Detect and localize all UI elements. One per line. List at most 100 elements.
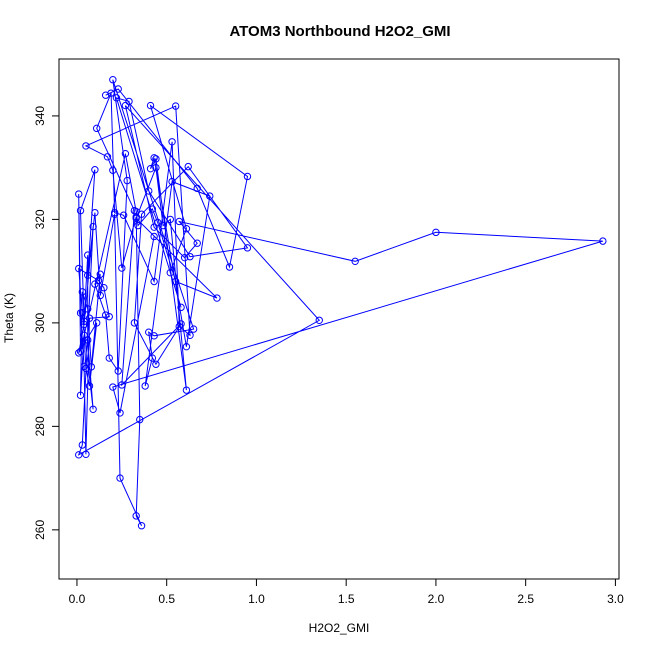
data-point [91, 280, 99, 288]
x-tick-label: 0.0 [69, 592, 86, 606]
data-point [121, 101, 130, 110]
data-point [182, 342, 191, 351]
data-point [84, 271, 92, 279]
data-point [141, 382, 149, 390]
data-point [177, 303, 185, 312]
data-point [184, 162, 192, 171]
data-point [166, 215, 174, 224]
data-point [103, 153, 112, 161]
y-tick-label: 260 [33, 520, 47, 540]
data-point [193, 184, 201, 193]
data-point [206, 192, 214, 200]
x-tick-label: 2.5 [517, 592, 534, 606]
data-point [180, 253, 189, 262]
data-point [76, 391, 85, 400]
data-point [109, 166, 117, 174]
data-point [75, 349, 83, 357]
data-point [87, 363, 96, 371]
data-point [123, 176, 131, 185]
data-point [92, 319, 101, 327]
data-point [92, 124, 101, 133]
data-point [78, 441, 87, 449]
data-point [146, 164, 155, 173]
data-point [80, 320, 88, 329]
x-tick-label: 0.5 [158, 592, 175, 606]
data-point [213, 294, 221, 302]
data-point [193, 239, 201, 247]
x-tick-label: 3.0 [607, 592, 624, 606]
data-point [186, 252, 194, 261]
data-point [599, 237, 607, 245]
data-point [225, 263, 234, 271]
data-point [145, 328, 153, 336]
data-point [116, 409, 124, 417]
data-point [96, 270, 104, 278]
data-point [121, 149, 130, 158]
data-point [132, 512, 140, 520]
data-point [110, 210, 119, 218]
data-point [78, 288, 87, 296]
data-point [125, 97, 133, 106]
data-point [109, 383, 117, 391]
series-layer [75, 75, 607, 530]
x-tick-label: 1.5 [338, 592, 355, 606]
data-point [182, 225, 191, 233]
data-point [80, 317, 88, 326]
data-point [130, 319, 139, 327]
chart-title: ATOM3 Northbound H2O2_GMI [229, 23, 450, 40]
data-point [112, 94, 121, 102]
data-point [171, 277, 180, 286]
data-point [91, 208, 99, 217]
y-axis: 260 280 300 320 340 [33, 106, 60, 540]
data-point [85, 314, 94, 322]
data-point [89, 405, 97, 413]
data-point [119, 211, 128, 219]
data-point [150, 232, 158, 241]
data-point [84, 305, 92, 313]
y-tick-label: 280 [33, 416, 47, 436]
series-line [77, 79, 603, 526]
data-point [152, 155, 160, 163]
data-point [82, 142, 90, 150]
data-point [76, 206, 85, 215]
data-point [432, 228, 440, 237]
data-point [75, 264, 83, 273]
data-point [168, 138, 176, 146]
data-point [114, 85, 122, 93]
data-point [243, 244, 252, 252]
data-point [150, 154, 158, 162]
data-point [132, 214, 140, 223]
data-point [148, 205, 157, 213]
data-point [114, 367, 122, 375]
data-point [89, 222, 97, 231]
data-point [152, 163, 160, 172]
data-point [76, 347, 85, 356]
data-point [80, 362, 88, 371]
data-point [171, 102, 180, 110]
data-point [137, 522, 146, 530]
x-axis: 0.0 0.5 1.0 1.5 2.0 2.5 3.0 [69, 578, 624, 606]
data-point [315, 316, 323, 324]
data-point [76, 309, 85, 317]
data-point [182, 386, 191, 394]
data-point [100, 283, 108, 292]
data-point [186, 331, 194, 339]
data-point [152, 360, 160, 368]
data-point [154, 218, 162, 227]
data-point [82, 450, 90, 459]
data-point [82, 364, 90, 373]
data-point [189, 325, 198, 333]
data-point [105, 354, 113, 362]
data-point [159, 221, 167, 230]
data-point [91, 166, 99, 174]
data-point [101, 311, 110, 319]
data-point [75, 190, 83, 198]
data-point [168, 177, 176, 186]
data-point [80, 331, 88, 339]
data-point [116, 474, 124, 482]
data-point [166, 268, 174, 277]
data-point [84, 251, 92, 259]
data-point [243, 172, 252, 181]
